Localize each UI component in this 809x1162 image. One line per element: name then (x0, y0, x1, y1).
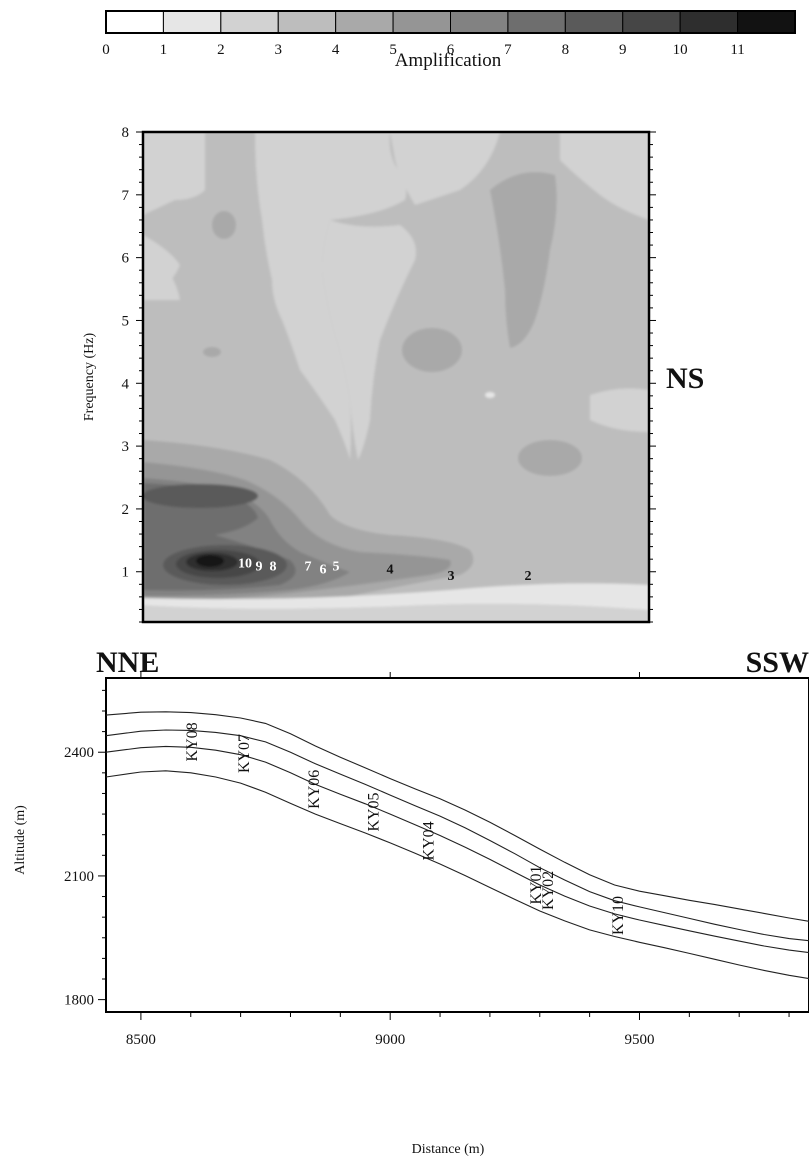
colorbar-tick-label: 5 (389, 42, 397, 58)
profile-frame (105, 677, 809, 1013)
profile-xlabel: Distance (m) (412, 1142, 485, 1157)
contour-label-7: 7 (305, 559, 312, 574)
colorbar-cells (105, 10, 796, 34)
profile-line-1 (105, 729, 809, 942)
heat-blob-5 (518, 440, 582, 476)
station-label-ky07: KY07 (236, 734, 253, 773)
colorbar-tick-label: 10 (673, 42, 688, 58)
profile-xtick-label: 9500 (624, 1032, 654, 1048)
colorbar-tick-label: 1 (160, 42, 168, 58)
station-label-ky01: KY01 (528, 865, 545, 904)
colorbar-cell-9 (622, 10, 681, 34)
profile-xtick-label: 9000 (375, 1032, 405, 1048)
heatmap-contour-labels: 10 9 8 7 6 5 4 3 2 (238, 556, 532, 584)
profile-line-2 (105, 745, 809, 954)
station-label-ky10: KY10 (610, 896, 627, 935)
contour-label-2: 2 (525, 569, 532, 584)
colorbar-ticks: 0 1 2 3 4 5 6 7 8 9 10 11 (102, 42, 745, 58)
profile-y-axis: 1800 2100 2400 (64, 689, 106, 1009)
heat-ytick-label: 4 (122, 376, 130, 392)
heat-ytick-label: 5 (122, 313, 130, 329)
colorbar-tick-label: 7 (504, 42, 512, 58)
colorbar-frame (105, 10, 796, 34)
colorbar-tick-label: 2 (217, 42, 225, 58)
contour-label-3: 3 (448, 569, 455, 584)
heat-region-top-center (390, 132, 500, 205)
profile-line-0 (105, 711, 809, 922)
heat-region-left-patch (143, 235, 180, 295)
heat-ytick-label: 1 (122, 565, 130, 581)
station-label-ky06: KY06 (306, 770, 323, 809)
heat-region-topleft (143, 132, 205, 215)
heat-ytick-label: 8 (122, 125, 130, 141)
heat-lowfreq-peak (196, 555, 224, 567)
heat-ytick-label: 6 (122, 251, 130, 267)
heat-blob-1 (212, 211, 236, 239)
colorbar-tick-label: 6 (447, 42, 455, 58)
colorbar-tick-label: 9 (619, 42, 627, 58)
profile-ylabel: Altitude (m) (13, 805, 28, 875)
colorbar-cell-4 (335, 10, 394, 34)
station-label-ky05: KY05 (366, 792, 383, 831)
colorbar-tick-label: 3 (275, 42, 283, 58)
heat-ytick-label: 2 (122, 502, 130, 518)
heat-region-center-band (255, 132, 407, 460)
colorbar-cell-2 (220, 10, 279, 34)
heat-ytick-label: 3 (122, 439, 130, 455)
colorbar-cell-11 (737, 10, 796, 34)
colorbar-cell-0 (105, 10, 164, 34)
colorbar-cell-10 (679, 10, 739, 34)
direction-label-ssw: SSW (746, 646, 809, 679)
colorbar-tick-label: 8 (562, 42, 570, 58)
colorbar-tick-label: 0 (102, 42, 110, 58)
profile-x-axis: 8500 9000 9500 (126, 672, 790, 1048)
colorbar-cell-5 (392, 10, 452, 34)
heat-blob-2 (203, 347, 221, 357)
colorbar-cell-3 (277, 10, 337, 34)
colorbar-tick-label: 4 (332, 42, 340, 58)
heatmap-ylabel: Frequency (Hz) (82, 333, 97, 422)
station-label-ky08: KY08 (184, 722, 201, 761)
profile-ytick-label: 2400 (64, 745, 94, 761)
heat-blob-4 (490, 172, 557, 348)
heat-blob-3 (402, 328, 462, 372)
contour-label-9: 9 (256, 559, 263, 574)
heatmap-frame (141, 130, 651, 624)
heat-lowfreq-level-8a (143, 484, 258, 508)
contour-label-10: 10 (238, 556, 252, 571)
contour-label-5: 5 (333, 559, 340, 574)
profile-series (105, 711, 809, 980)
heat-region-center-lower (322, 220, 416, 460)
profile-ytick-label: 1800 (64, 993, 94, 1009)
colorbar-cell-6 (450, 10, 509, 34)
profile-line-3 (105, 770, 809, 980)
profile-xtick-label: 8500 (126, 1032, 156, 1048)
contour-label-8: 8 (270, 559, 277, 574)
colorbar-title: Amplification (395, 50, 502, 71)
heat-region-topright (560, 132, 649, 220)
heat-blob-6 (485, 392, 495, 398)
contour-label-4: 4 (387, 563, 394, 578)
heat-region-right-mid (590, 388, 649, 432)
colorbar: 0 1 2 3 4 5 6 7 8 9 10 11 Amplification (102, 10, 796, 71)
station-label-ky02: KY02 (540, 871, 557, 910)
colorbar-cell-8 (564, 10, 624, 34)
profile-ytick-label: 2100 (64, 869, 94, 885)
colorbar-cell-7 (507, 10, 566, 34)
colorbar-tick-label: 11 (730, 42, 744, 58)
contour-label-6: 6 (320, 563, 327, 578)
colorbar-cell-1 (162, 10, 222, 34)
heatmap-field (143, 132, 649, 622)
heat-bottom-edge (143, 603, 649, 622)
heat-ytick-label: 7 (122, 188, 130, 204)
component-label-ns: NS (666, 362, 704, 395)
station-label-ky04: KY04 (421, 821, 438, 860)
direction-label-nne: NNE (96, 646, 159, 679)
